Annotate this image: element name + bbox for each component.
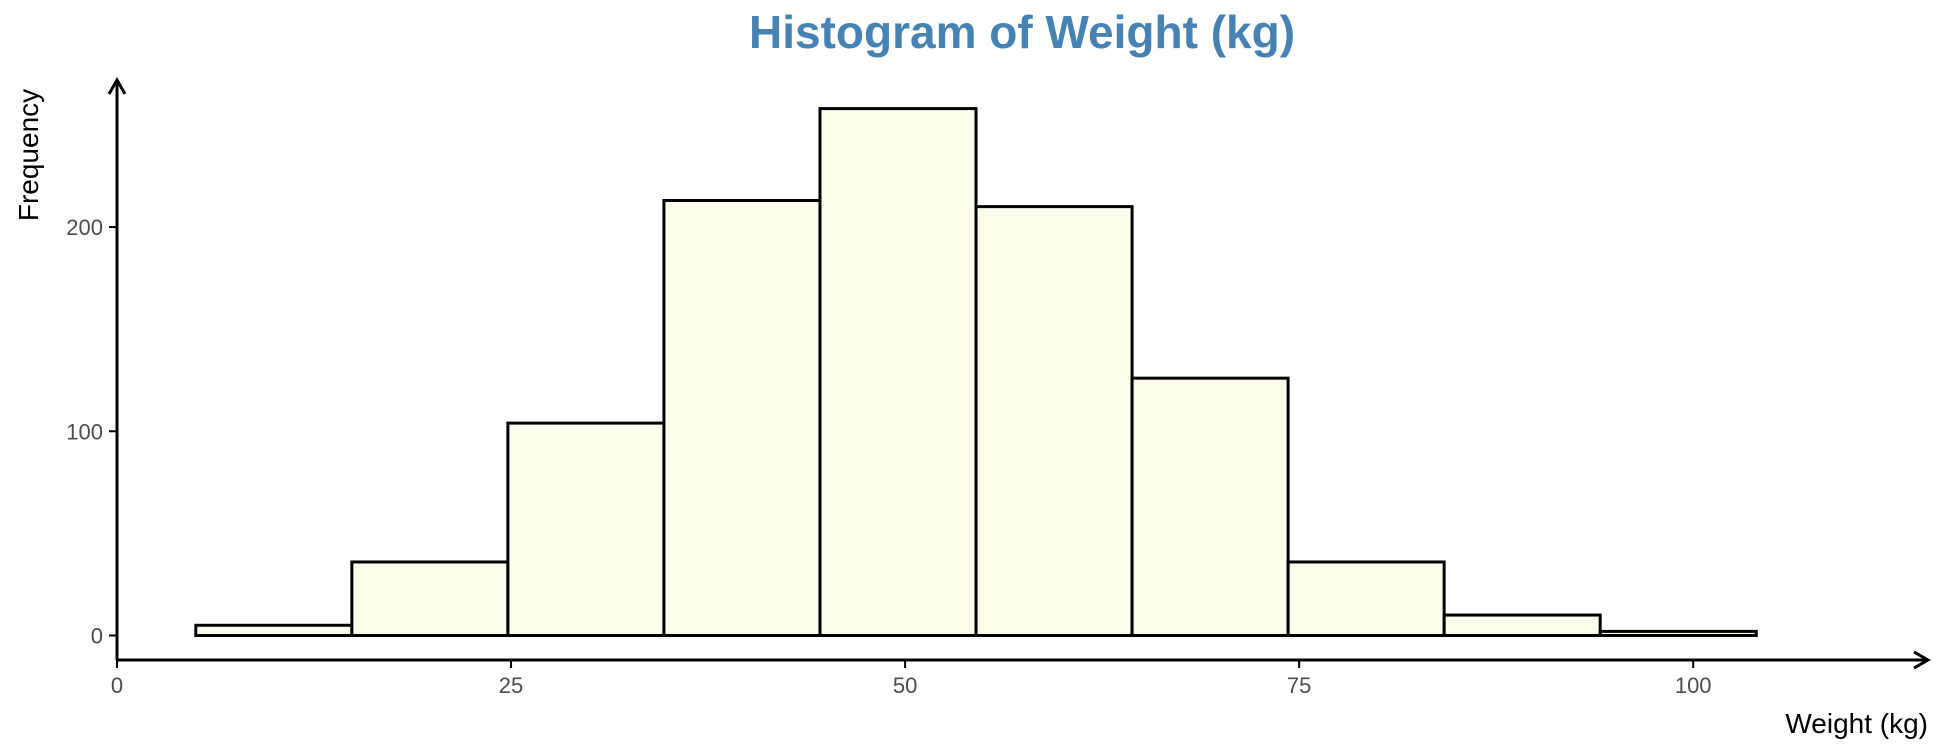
chart-title: Histogram of Weight (kg): [749, 6, 1295, 58]
histogram-bar-5: [818, 107, 978, 637]
histogram-bar-6: [974, 205, 1134, 637]
histogram-bar-4: [662, 198, 822, 637]
histogram-bar-9: [1442, 613, 1602, 637]
x-tick-label: 25: [499, 673, 523, 698]
histogram-bar-8: [1286, 560, 1446, 637]
x-tick-label: 50: [893, 673, 917, 698]
histogram-bar-10: [1598, 629, 1758, 637]
x-tick-label: 0: [111, 673, 123, 698]
x-axis-ticks: 0 25 50 75 100: [111, 660, 1712, 698]
y-tick-label: 0: [91, 623, 103, 648]
x-axis-title: Weight (kg): [1785, 708, 1928, 739]
x-tick-label: 75: [1287, 673, 1311, 698]
y-axis-title: Frequency: [13, 89, 44, 221]
histogram-bar-1: [194, 623, 354, 637]
y-tick-label: 100: [66, 419, 103, 444]
y-axis-ticks: 0 100 200: [66, 215, 117, 648]
histogram-bar-7: [1130, 376, 1290, 637]
y-axis-arrowhead: [107, 76, 127, 95]
x-tick-label: 100: [1675, 673, 1712, 698]
axes: [107, 76, 1932, 670]
histogram-bars: [194, 107, 1758, 637]
histogram-bar-3: [506, 421, 666, 637]
histogram-bar-2: [350, 560, 510, 637]
y-tick-label: 200: [66, 215, 103, 240]
x-axis-arrowhead: [1913, 650, 1932, 670]
